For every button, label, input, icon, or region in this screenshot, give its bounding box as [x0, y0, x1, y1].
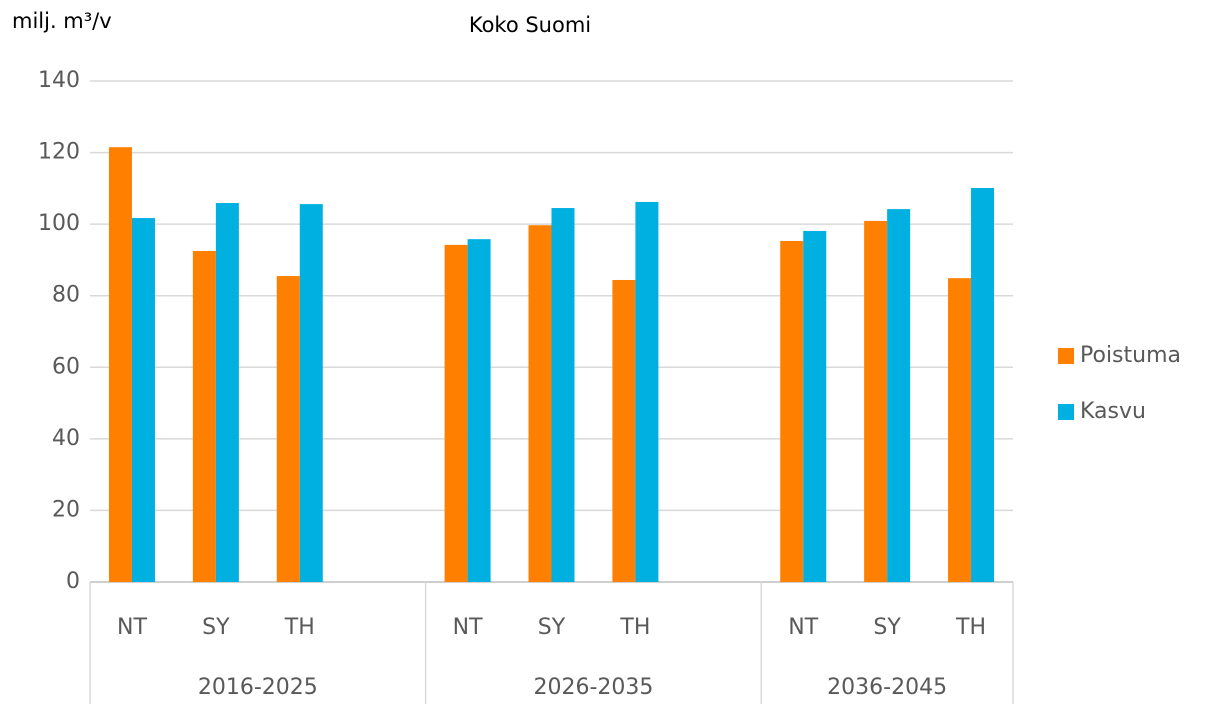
x-tick-label: SY: [202, 615, 230, 640]
bar: [131, 218, 155, 583]
legend-label: Kasvu: [1080, 399, 1146, 424]
bar: [635, 201, 659, 582]
bar: [551, 208, 575, 582]
x-tick-label: SY: [538, 615, 566, 640]
x-tick-label: TH: [955, 615, 986, 640]
bar: [887, 209, 911, 582]
bar: [948, 278, 972, 582]
x-tick-label: NT: [788, 615, 818, 640]
bar: [276, 276, 300, 582]
y-tick-label: 100: [38, 211, 80, 236]
group-label: 2026-2035: [533, 675, 653, 700]
bar: [528, 225, 552, 582]
x-tick-label: TH: [284, 615, 315, 640]
bar: [780, 240, 804, 582]
bar: [192, 250, 216, 582]
bar: [467, 239, 491, 582]
y-tick-label: 80: [52, 283, 80, 308]
y-tick-label: 60: [52, 354, 80, 379]
bar: [108, 147, 132, 583]
x-tick-label: NT: [453, 615, 483, 640]
chart-title: Koko Suomi: [469, 13, 591, 37]
x-tick-label: TH: [619, 615, 650, 640]
bar: [215, 203, 239, 582]
legend-label: Poistuma: [1080, 343, 1181, 368]
y-tick-label: 120: [38, 140, 80, 165]
y-tick-label: 0: [66, 569, 80, 594]
x-tick-label: NT: [117, 615, 147, 640]
bar: [864, 220, 888, 582]
y-tick-label: 140: [38, 68, 80, 93]
group-label: 2016-2025: [198, 675, 318, 700]
y-tick-label: 20: [52, 497, 80, 522]
bar: [299, 204, 323, 583]
bar: [444, 244, 468, 583]
y-tick-label: 40: [52, 426, 80, 451]
x-tick-label: SY: [873, 615, 901, 640]
bar: [803, 230, 827, 582]
group-label: 2036-2045: [827, 675, 947, 700]
bar: [612, 279, 636, 582]
legend-swatch: [1058, 348, 1074, 364]
y-axis-label: milj. m³/v: [12, 9, 112, 33]
legend-swatch: [1058, 404, 1074, 420]
bar: [971, 187, 995, 583]
